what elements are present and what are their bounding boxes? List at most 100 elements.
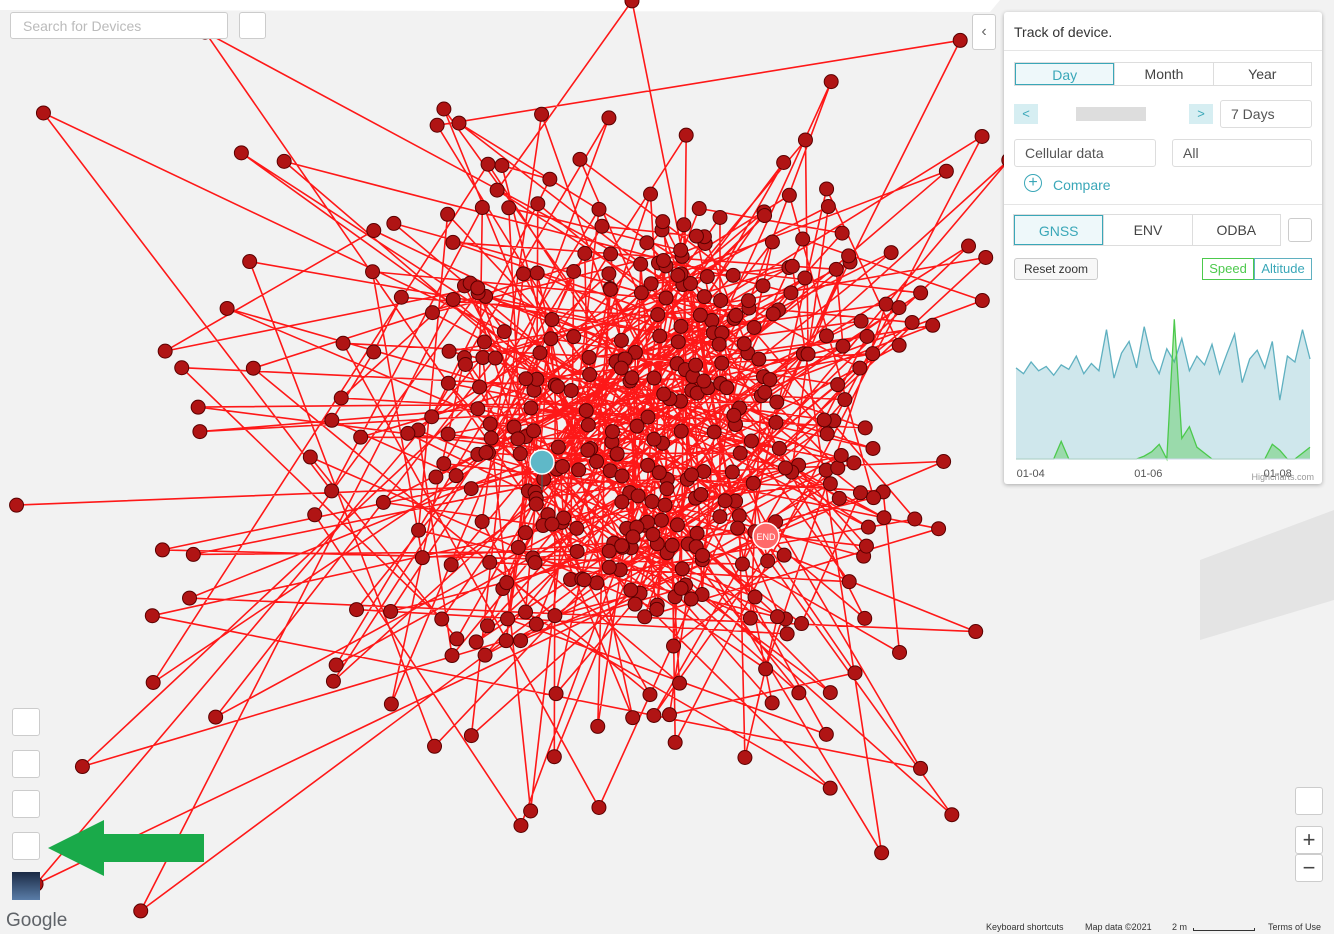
- track-point[interactable]: [424, 305, 440, 321]
- track-point[interactable]: [448, 468, 464, 484]
- track-point[interactable]: [645, 526, 661, 542]
- track-point[interactable]: [711, 336, 727, 352]
- track-point[interactable]: [544, 516, 560, 532]
- track-point[interactable]: [655, 214, 671, 230]
- track-point[interactable]: [566, 263, 582, 279]
- track-point[interactable]: [714, 355, 730, 371]
- track-point[interactable]: [482, 416, 498, 432]
- track-point[interactable]: [652, 328, 668, 344]
- track-point[interactable]: [758, 661, 774, 677]
- track-point[interactable]: [859, 328, 875, 344]
- track-point[interactable]: [944, 807, 960, 823]
- track-point[interactable]: [852, 360, 868, 376]
- track-point[interactable]: [324, 412, 340, 428]
- track-point[interactable]: [672, 675, 688, 691]
- track-point[interactable]: [591, 799, 607, 815]
- track-point[interactable]: [717, 493, 733, 509]
- track-point[interactable]: [712, 209, 728, 225]
- track-point[interactable]: [831, 490, 847, 506]
- track-point[interactable]: [474, 200, 490, 216]
- track-point[interactable]: [691, 201, 707, 217]
- track-point[interactable]: [624, 0, 640, 9]
- reset-zoom-button[interactable]: Reset zoom: [1014, 258, 1098, 280]
- track-point[interactable]: [440, 426, 456, 442]
- track-point[interactable]: [576, 572, 592, 588]
- filter-button[interactable]: [239, 12, 266, 39]
- track-point[interactable]: [174, 360, 190, 376]
- track-point[interactable]: [819, 426, 835, 442]
- track-point[interactable]: [673, 580, 689, 596]
- track-point[interactable]: [765, 306, 781, 322]
- track-point[interactable]: [878, 296, 894, 312]
- track-point[interactable]: [784, 258, 800, 274]
- track-point[interactable]: [757, 384, 773, 400]
- track-point[interactable]: [517, 525, 533, 541]
- track-point[interactable]: [463, 728, 479, 744]
- track-point[interactable]: [695, 547, 711, 563]
- track-point[interactable]: [673, 242, 689, 258]
- sensor-tab[interactable]: ODBA: [1191, 215, 1280, 245]
- track-point[interactable]: [913, 285, 929, 301]
- track-point[interactable]: [613, 332, 629, 348]
- track-point[interactable]: [673, 423, 689, 439]
- track-point[interactable]: [874, 845, 890, 861]
- compare-icon[interactable]: +: [1024, 174, 1042, 192]
- track-point[interactable]: [644, 493, 660, 509]
- track-point[interactable]: [726, 407, 742, 423]
- track-point[interactable]: [526, 423, 542, 439]
- track-point[interactable]: [795, 231, 811, 247]
- track-point[interactable]: [470, 401, 486, 417]
- track-point[interactable]: [580, 417, 596, 433]
- track-point[interactable]: [657, 497, 673, 513]
- track-point[interactable]: [424, 409, 440, 425]
- track-point[interactable]: [548, 686, 564, 702]
- prev-button[interactable]: <: [1014, 104, 1038, 124]
- track-point[interactable]: [651, 465, 667, 481]
- track-point[interactable]: [760, 553, 776, 569]
- track-point[interactable]: [769, 394, 785, 410]
- track-point[interactable]: [527, 555, 543, 571]
- track-point[interactable]: [696, 373, 712, 389]
- footer-link[interactable]: Keyboard shortcuts: [986, 922, 1064, 932]
- track-point[interactable]: [589, 454, 605, 470]
- track-point[interactable]: [646, 707, 662, 723]
- track-point[interactable]: [530, 196, 546, 212]
- track-point[interactable]: [689, 525, 705, 541]
- track-point[interactable]: [482, 554, 498, 570]
- satellite-toggle[interactable]: [12, 872, 40, 900]
- track-point[interactable]: [891, 300, 907, 316]
- track-point[interactable]: [646, 370, 662, 386]
- track-point[interactable]: [510, 539, 526, 555]
- track-point[interactable]: [776, 547, 792, 563]
- track-point[interactable]: [688, 228, 704, 244]
- track-point[interactable]: [771, 440, 787, 456]
- track-point[interactable]: [846, 455, 862, 471]
- track-point[interactable]: [684, 467, 700, 483]
- track-point[interactable]: [740, 293, 756, 309]
- track-point[interactable]: [449, 631, 465, 647]
- track-point[interactable]: [819, 181, 835, 197]
- period-tab[interactable]: Day: [1015, 63, 1115, 85]
- legend-altitude[interactable]: Altitude: [1254, 258, 1312, 280]
- track-point[interactable]: [669, 517, 685, 533]
- track-point[interactable]: [590, 718, 606, 734]
- track-point[interactable]: [614, 468, 630, 484]
- track-point[interactable]: [781, 187, 797, 203]
- track-point[interactable]: [728, 307, 744, 323]
- track-point[interactable]: [820, 199, 836, 215]
- sensor-tab[interactable]: ENV: [1103, 215, 1191, 245]
- track-point[interactable]: [513, 817, 529, 833]
- track-point[interactable]: [640, 457, 656, 473]
- track-point[interactable]: [594, 218, 610, 234]
- track-point[interactable]: [683, 591, 699, 607]
- track-point[interactable]: [444, 648, 460, 664]
- track-point[interactable]: [891, 337, 907, 353]
- track-point[interactable]: [475, 350, 491, 366]
- track-point[interactable]: [544, 312, 560, 328]
- track-point[interactable]: [938, 163, 954, 179]
- track-point[interactable]: [961, 238, 977, 254]
- track-point[interactable]: [501, 200, 517, 216]
- track-point[interactable]: [489, 182, 505, 198]
- track-point[interactable]: [852, 485, 868, 501]
- track-point[interactable]: [589, 575, 605, 591]
